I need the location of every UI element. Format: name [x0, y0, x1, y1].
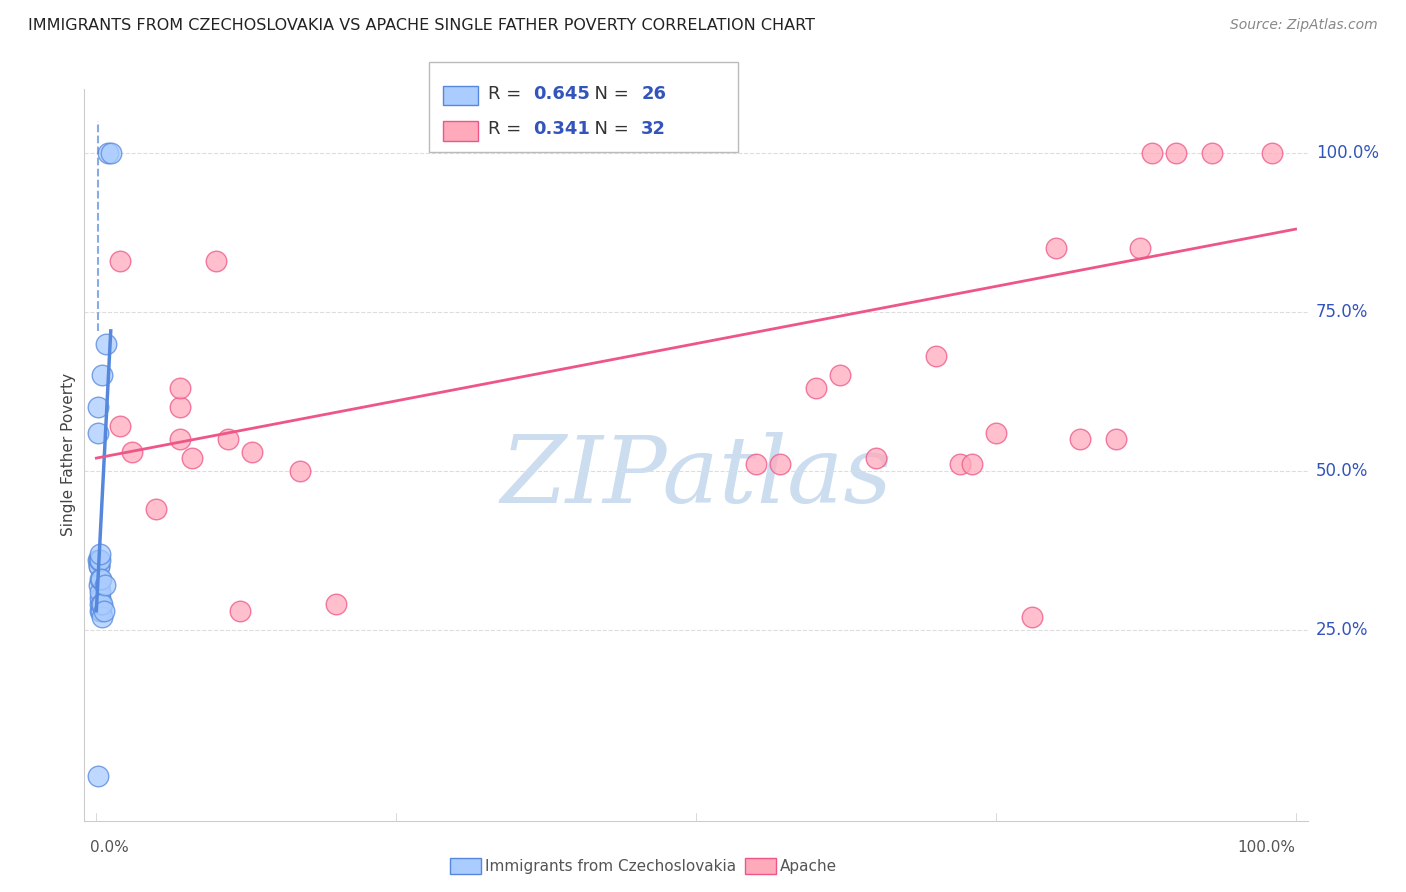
Point [1164, 145, 1187, 160]
Point [1021, 610, 1043, 624]
Point [87, 559, 110, 574]
Text: Immigrants from Czechoslovakia: Immigrants from Czechoslovakia [485, 859, 737, 873]
Point [240, 444, 263, 458]
Point [1201, 145, 1223, 160]
Point [94, 336, 117, 351]
Point [110, 254, 132, 268]
Point [87, 578, 110, 592]
Point [865, 451, 887, 466]
Point [89, 604, 111, 618]
Point [1105, 432, 1128, 446]
Point [89, 553, 111, 567]
Point [205, 254, 228, 268]
Point [86, 553, 108, 567]
Point [86, 401, 108, 415]
Point [89, 572, 111, 586]
Point [110, 419, 132, 434]
Point [97, 145, 120, 160]
Text: R =: R = [488, 85, 527, 103]
Point [325, 598, 347, 612]
Point [86, 425, 108, 440]
Text: 32: 32 [641, 120, 666, 138]
Point [87, 553, 110, 567]
Point [169, 401, 191, 415]
Point [89, 598, 111, 612]
Point [769, 458, 792, 472]
Point [804, 381, 827, 395]
Text: 100.0%: 100.0% [1237, 839, 1295, 855]
Point [169, 381, 191, 395]
Point [290, 464, 312, 478]
Text: 75.0%: 75.0% [1316, 302, 1368, 321]
Point [91, 598, 114, 612]
Y-axis label: Single Father Poverty: Single Father Poverty [60, 374, 76, 536]
Point [121, 444, 143, 458]
Point [169, 432, 191, 446]
Point [145, 502, 167, 516]
Text: N =: N = [583, 120, 636, 138]
Point [1129, 241, 1152, 255]
Text: 0.645: 0.645 [533, 85, 589, 103]
Point [949, 458, 972, 472]
Text: N =: N = [583, 85, 636, 103]
Point [100, 145, 122, 160]
Point [960, 458, 983, 472]
Point [93, 578, 117, 592]
Point [93, 604, 115, 618]
Text: ZIPatlas: ZIPatlas [501, 432, 891, 522]
Point [89, 591, 111, 605]
Point [229, 604, 252, 618]
Text: R =: R = [488, 120, 527, 138]
Text: Source: ZipAtlas.com: Source: ZipAtlas.com [1230, 18, 1378, 32]
Point [925, 349, 948, 363]
Point [1140, 145, 1163, 160]
Point [91, 610, 114, 624]
Point [181, 451, 204, 466]
Text: 25.0%: 25.0% [1316, 621, 1368, 639]
Point [89, 547, 111, 561]
Point [90, 572, 112, 586]
Point [828, 368, 851, 383]
Text: 100.0%: 100.0% [1316, 144, 1379, 161]
Text: Apache: Apache [780, 859, 838, 873]
Text: 0.341: 0.341 [533, 120, 589, 138]
Point [90, 604, 112, 618]
Text: 50.0%: 50.0% [1316, 462, 1368, 480]
Text: IMMIGRANTS FROM CZECHOSLOVAKIA VS APACHE SINGLE FATHER POVERTY CORRELATION CHART: IMMIGRANTS FROM CZECHOSLOVAKIA VS APACHE… [28, 18, 815, 33]
Point [745, 458, 768, 472]
Text: 0.0%: 0.0% [90, 839, 129, 855]
Point [90, 598, 112, 612]
Point [89, 584, 111, 599]
Point [87, 559, 110, 574]
Point [984, 425, 1007, 440]
Point [1260, 145, 1282, 160]
Point [91, 368, 114, 383]
Point [86, 769, 108, 783]
Point [1045, 241, 1067, 255]
Point [1069, 432, 1091, 446]
Point [217, 432, 239, 446]
Text: 26: 26 [641, 85, 666, 103]
